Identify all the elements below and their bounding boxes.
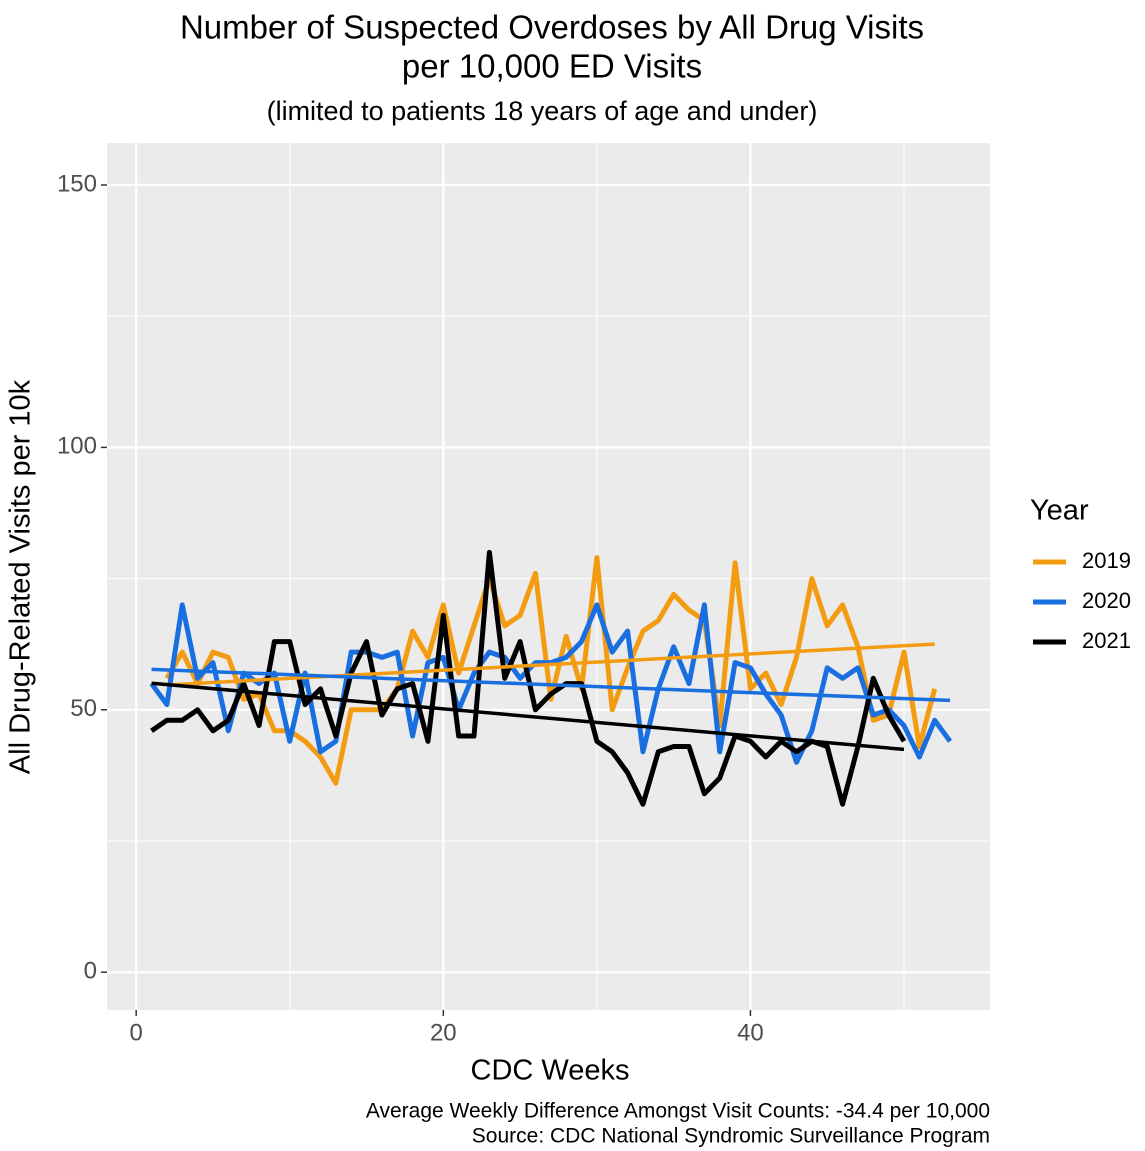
legend-label: 2019 xyxy=(1082,548,1131,573)
chart-title: Number of Suspected Overdoses by All Dru… xyxy=(180,9,924,46)
x-axis-title: CDC Weeks xyxy=(471,1055,630,1087)
legend-title: Year xyxy=(1030,495,1089,527)
series-line xyxy=(149,602,953,765)
legend-label: 2020 xyxy=(1082,588,1131,613)
x-tick-label: 0 xyxy=(129,1019,142,1046)
caption: Average Weekly Difference Amongst Visit … xyxy=(366,1100,990,1123)
y-tick-label: 50 xyxy=(70,695,97,722)
y-tick-label: 0 xyxy=(84,958,97,985)
y-tick-label: 100 xyxy=(57,433,97,460)
caption: Source: CDC National Syndromic Surveilla… xyxy=(472,1125,990,1148)
y-tick-label: 150 xyxy=(57,170,97,197)
chart-subtitle: (limited to patients 18 years of age and… xyxy=(267,96,818,126)
legend-label: 2021 xyxy=(1082,628,1131,653)
trend-line xyxy=(166,642,935,687)
x-tick-label: 40 xyxy=(737,1019,764,1046)
x-tick-label: 20 xyxy=(430,1019,457,1046)
plot-panel xyxy=(107,143,990,1010)
series-line xyxy=(150,549,907,807)
trend-line xyxy=(151,667,951,703)
chart-title: per 10,000 ED Visits xyxy=(402,48,702,85)
y-axis-title: All Drug-Related Visits per 10k xyxy=(5,379,37,774)
series-line xyxy=(164,555,938,786)
trend-line xyxy=(151,681,905,752)
